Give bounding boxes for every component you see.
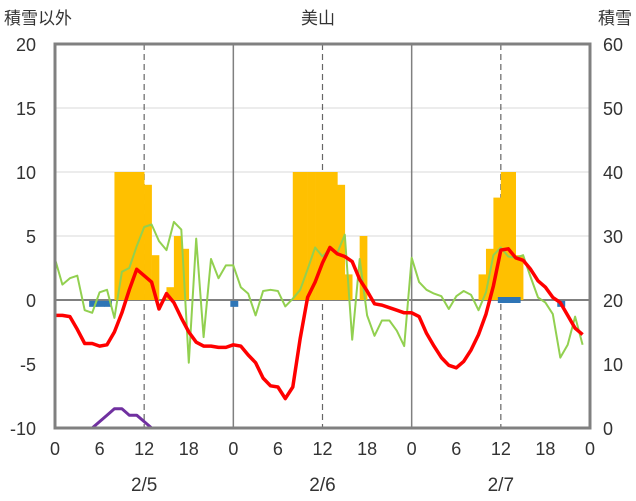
- snow-bar: [515, 255, 524, 300]
- precip-mark: [89, 300, 98, 307]
- y-right-tick-label: 30: [603, 227, 623, 247]
- x-tick-label: 6: [451, 439, 461, 459]
- x-tick-label: 0: [228, 439, 238, 459]
- precip-mark: [505, 297, 514, 303]
- snow-bar: [292, 172, 301, 300]
- snow-bar: [121, 172, 130, 300]
- y-left-tick-label: 20: [16, 35, 36, 55]
- wind-line: [54, 220, 584, 364]
- x-tick-label: 6: [95, 439, 105, 459]
- snow-bar: [500, 172, 509, 300]
- x-tick-label: 0: [407, 439, 417, 459]
- precip-mark: [497, 297, 506, 303]
- snow-bar: [173, 236, 182, 300]
- precip-mark: [104, 300, 112, 307]
- snow-bar: [493, 197, 502, 300]
- snow-bar: [329, 172, 338, 300]
- snow-bar: [114, 172, 123, 300]
- x-tick-label: 12: [134, 439, 154, 459]
- plot-frame: [53, 42, 592, 430]
- y-left-tick-label: -5: [20, 355, 36, 375]
- precip-mark: [96, 300, 105, 307]
- temperature-line: [55, 245, 584, 401]
- x-tick-label: 0: [585, 439, 595, 459]
- y-right-tick-label: 40: [603, 163, 623, 183]
- x-tick-label: 18: [179, 439, 199, 459]
- x-tick-label: 18: [357, 439, 377, 459]
- y-right-axis-label: 積雪: [598, 9, 632, 28]
- snow-bar: [151, 255, 160, 300]
- x-tick-label: 6: [273, 439, 283, 459]
- y-right-tick-label: 60: [603, 35, 623, 55]
- x-tick-label: 12: [491, 439, 511, 459]
- snow-bar: [359, 236, 368, 300]
- snow-bar: [300, 172, 308, 300]
- date-label: 2/6: [309, 475, 335, 496]
- y-left-tick-label: 10: [16, 163, 36, 183]
- snow-bar: [181, 248, 190, 300]
- precip-mark: [230, 300, 239, 307]
- snow-bar: [315, 172, 323, 300]
- snow-bar: [144, 184, 152, 300]
- y-left-tick-label: 15: [16, 99, 36, 119]
- snow-bar: [322, 172, 331, 300]
- snow-bar: [129, 172, 138, 300]
- precip-mark: [512, 297, 521, 303]
- snow-bar: [508, 172, 516, 300]
- x-tick-label: 12: [312, 439, 332, 459]
- date-label: 2/7: [488, 475, 514, 496]
- date-label: 2/5: [131, 475, 157, 496]
- plot-frame-layer: [53, 42, 592, 430]
- chart-title: 美山: [301, 9, 335, 28]
- y-right-tick-label: 50: [603, 99, 623, 119]
- x-tick-label: 0: [50, 439, 60, 459]
- snow-bar: [307, 172, 316, 300]
- y-right-tick-label: 20: [603, 291, 623, 311]
- snow-bar: [166, 287, 175, 300]
- y-left-tick-label: -10: [10, 419, 36, 439]
- y-right-tick-label: 10: [603, 355, 623, 375]
- y-left-tick-label: 0: [26, 291, 36, 311]
- x-tick-label: 18: [535, 439, 555, 459]
- y-left-tick-label: 5: [26, 227, 36, 247]
- y-right-tick-label: 0: [603, 419, 613, 439]
- y-left-axis-label: 積雪以外: [4, 9, 72, 28]
- snow-bar: [478, 274, 487, 300]
